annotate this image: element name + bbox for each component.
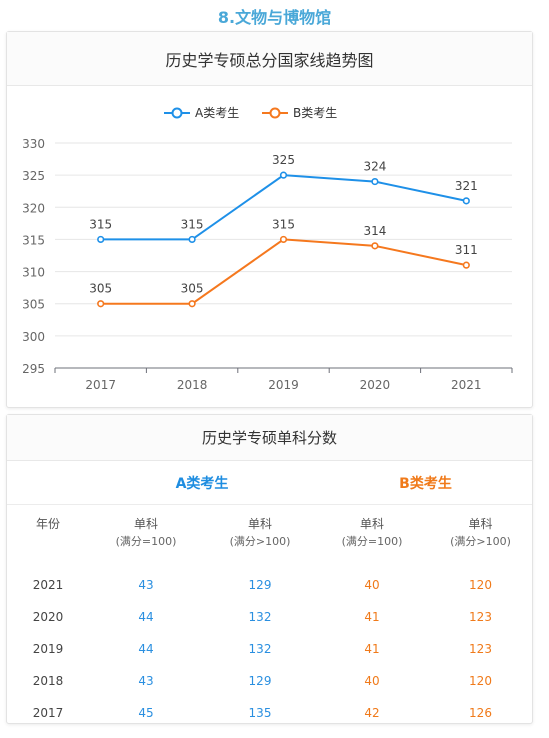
legend-item-a[interactable]: A类考生	[164, 106, 239, 120]
y-tick-label: 315	[22, 233, 45, 247]
table-row: 2018 43 129 40 120	[7, 665, 534, 697]
cell-b1: 42	[364, 706, 380, 720]
cell-b2: 126	[469, 706, 492, 720]
cell-year: 2020	[32, 610, 64, 624]
cell-a1: 43	[138, 578, 154, 592]
legend-marker	[171, 107, 183, 119]
data-label: 314	[363, 224, 386, 238]
header-b-single-over100: 单科 (满分>100)	[450, 517, 511, 548]
table-row: 2019 44 132 41 123	[7, 633, 534, 665]
cell-b2: 123	[469, 610, 492, 624]
table-row: 2020 44 132 41 123	[7, 601, 534, 633]
cell-b2: 123	[469, 642, 492, 656]
table-row: 2017 45 135 42 126	[7, 697, 534, 729]
cell-a2: 129	[248, 578, 272, 592]
cell-b2: 120	[469, 674, 492, 688]
header-a-single-100: 单科 (满分=100)	[115, 517, 177, 548]
section-title: 8.文物与博物馆	[217, 8, 332, 27]
x-tick-label: 2018	[177, 378, 208, 392]
cell-b1: 41	[364, 610, 380, 624]
data-point[interactable]	[279, 235, 288, 244]
score-table: 年份 单科 (满分=100) 单科 (满分>100) 单科 (满分=100) 单科 (满…	[7, 505, 534, 729]
divider	[7, 504, 532, 505]
header-a-single-over100: 单科 (满分>100)	[229, 517, 291, 548]
cell-b1: 40	[364, 674, 380, 688]
table-row: 2021 43 129 40 120	[7, 569, 534, 601]
data-label: 315	[181, 217, 204, 231]
legend-marker	[269, 107, 281, 119]
y-tick-label: 300	[22, 330, 45, 344]
data-point[interactable]	[462, 261, 470, 269]
cell-a1: 43	[138, 674, 154, 688]
y-tick-label: 325	[22, 169, 45, 183]
cell-a2: 132	[248, 610, 272, 624]
y-tick-label: 305	[22, 298, 45, 312]
x-tick-label: 2020	[360, 378, 391, 392]
group-b-header: B类考生	[399, 476, 452, 492]
x-tick-label: 2019	[268, 378, 299, 392]
data-label: 311	[455, 243, 478, 257]
data-label: 315	[272, 217, 295, 231]
data-point[interactable]	[279, 171, 288, 179]
data-label: 305	[181, 282, 204, 296]
cell-year: 2021	[32, 578, 64, 592]
chart-title: 历史学专硕总分国家线趋势图	[7, 32, 532, 86]
y-tick-label: 310	[22, 266, 45, 280]
header-year: 年份	[35, 517, 60, 531]
data-point[interactable]	[188, 300, 196, 308]
cell-b1: 41	[364, 642, 380, 656]
legend-label: A类考生	[195, 106, 239, 120]
legend-item-b[interactable]: B类考生	[262, 106, 337, 120]
cell-b2: 120	[469, 578, 492, 592]
data-point[interactable]	[462, 197, 470, 205]
data-label: 305	[89, 282, 112, 296]
cell-year: 2017	[32, 706, 64, 720]
group-a-header: A类考生	[175, 476, 229, 492]
chart-legend: A类考生 B类考生	[164, 106, 337, 120]
cell-b1: 40	[364, 578, 380, 592]
line-chart: 295 300 305 310 315 320 325 330 2017 2018 2019 2020…	[22, 106, 513, 392]
cell-a2: 135	[248, 706, 272, 720]
data-point[interactable]	[371, 242, 379, 250]
chart-card: 历史学专硕总分国家线趋势图 295 300 305 310 315 320 325 330 20…	[6, 31, 533, 408]
score-table-card: 历史学专硕单科分数 A类考生 B类考生 年份 单科 (满分=100) 单科 (满分>…	[6, 414, 533, 724]
data-point[interactable]	[97, 300, 105, 308]
data-label: 325	[272, 153, 295, 167]
data-label: 324	[363, 160, 386, 174]
cell-a1: 44	[138, 610, 154, 624]
chart-axes: 295 300 305 310 315 320 325 330 2017 2018 2019 2020…	[22, 137, 513, 392]
chart-series: 315 315 325 324 321 305 305 315 314 311	[89, 153, 478, 308]
y-tick-label: 320	[22, 201, 45, 215]
cell-a1: 44	[138, 642, 154, 656]
cell-a2: 129	[248, 674, 272, 688]
y-tick-label: 295	[22, 362, 45, 376]
header-b-single-100: 单科 (满分=100)	[341, 517, 403, 548]
cell-a1: 45	[138, 706, 154, 720]
data-point[interactable]	[97, 235, 105, 244]
table-title: 历史学专硕单科分数	[7, 415, 532, 461]
data-label: 315	[89, 217, 112, 231]
x-tick-label: 2021	[451, 378, 482, 392]
data-label: 321	[455, 179, 478, 193]
y-tick-label: 330	[22, 137, 45, 151]
cell-year: 2019	[32, 642, 64, 656]
cell-a2: 132	[248, 642, 272, 656]
legend-label: B类考生	[293, 106, 337, 120]
data-point[interactable]	[371, 177, 379, 186]
x-tick-label: 2017	[85, 378, 116, 392]
data-point[interactable]	[188, 235, 196, 244]
table-header-row: 年份 单科 (满分=100) 单科 (满分>100) 单科 (满分=100) 单科 (满…	[7, 505, 534, 569]
cell-year: 2018	[32, 674, 64, 688]
